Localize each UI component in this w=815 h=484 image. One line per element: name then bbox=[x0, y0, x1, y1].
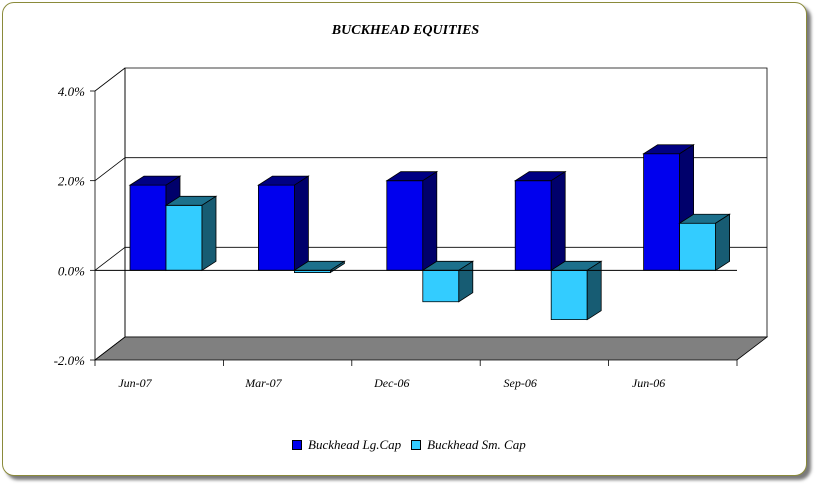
legend-swatch-large-cap bbox=[292, 440, 302, 450]
legend-swatch-small-cap bbox=[411, 440, 422, 450]
chart-title: BUCKHEAD EQUITIES bbox=[331, 23, 480, 38]
x-category-label: Jun-07 bbox=[118, 376, 152, 390]
side-gridline bbox=[94, 247, 126, 271]
y-tick-label: 2.0% bbox=[58, 174, 85, 189]
x-category-label: Dec-06 bbox=[373, 376, 409, 390]
bar-side-face bbox=[201, 195, 217, 272]
bar-small-cap bbox=[165, 204, 203, 271]
bar-large-cap bbox=[386, 180, 424, 271]
bar-side-face bbox=[458, 260, 474, 303]
y-tick-label: -2.0% bbox=[54, 353, 86, 368]
y-tick-label: 0.0% bbox=[58, 263, 85, 278]
legend-item-small-cap: Buckhead Sm. Cap bbox=[411, 437, 526, 453]
side-gridline bbox=[94, 67, 126, 92]
bar-large-cap bbox=[129, 184, 167, 271]
legend-item-large-cap: Buckhead Lg.Cap bbox=[292, 437, 401, 453]
bar-small-cap bbox=[550, 269, 588, 321]
bar-side-face bbox=[586, 260, 602, 321]
x-category-label: Sep-06 bbox=[504, 376, 537, 390]
bar-large-cap bbox=[514, 180, 552, 271]
legend-label-small-cap: Buckhead Sm. Cap bbox=[427, 437, 526, 452]
bar-small-cap bbox=[679, 222, 716, 271]
bar-side-face bbox=[422, 170, 438, 272]
x-category-label: Jun-06 bbox=[632, 376, 665, 390]
legend-label-large-cap: Buckhead Lg.Cap bbox=[308, 437, 402, 452]
bar-side-face bbox=[550, 170, 566, 272]
bar-side-face bbox=[329, 260, 345, 274]
side-gridline bbox=[94, 157, 126, 181]
bar-large-cap bbox=[257, 184, 295, 271]
x-category-label: Mar-07 bbox=[244, 376, 282, 390]
chart-floor bbox=[93, 336, 769, 361]
chart-legend: Buckhead Lg.Cap Buckhead Sm. Cap bbox=[292, 436, 536, 454]
y-tick-label: 4.0% bbox=[58, 84, 85, 99]
bar-side-face bbox=[293, 175, 309, 272]
bar-small-cap bbox=[422, 269, 460, 303]
bar-side-face bbox=[715, 213, 730, 272]
bar-large-cap bbox=[643, 153, 680, 271]
